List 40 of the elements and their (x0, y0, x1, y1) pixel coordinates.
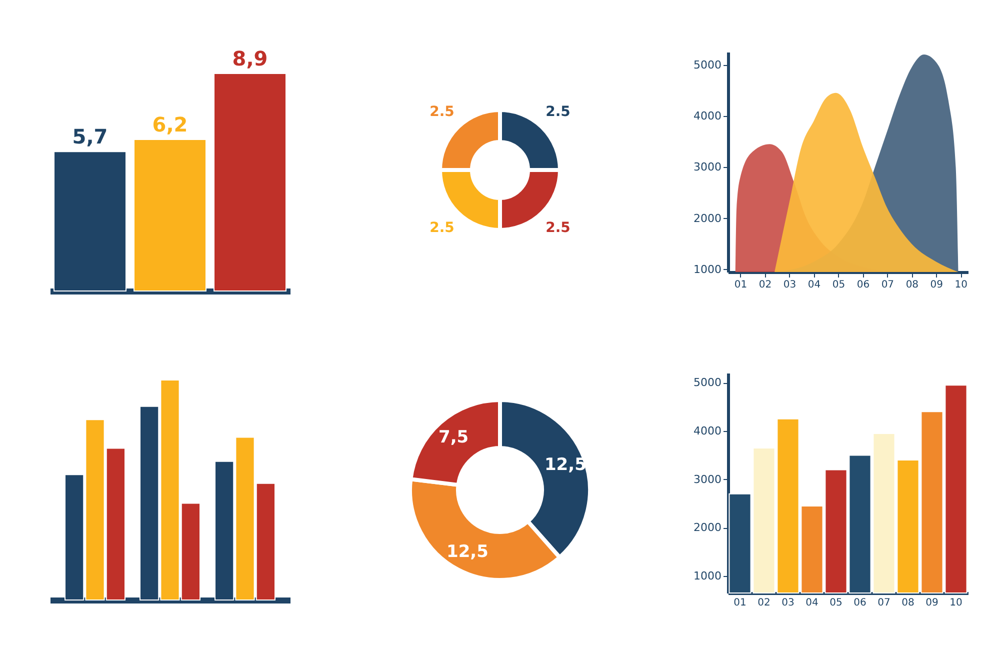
data-label: 8,9 (232, 46, 268, 70)
y-tick-label: 4000 (693, 108, 721, 122)
x-tick-label: 01 (733, 598, 746, 608)
x-tick-label: 02 (758, 279, 772, 290)
x-tick-label: 05 (832, 279, 845, 290)
data-label: 5,7 (72, 124, 108, 148)
y-tick-label: 2000 (693, 211, 721, 224)
x-tick-label: 10 (954, 279, 968, 290)
x-tick-label: 01 (734, 279, 747, 290)
x-tick-label: 04 (807, 279, 820, 290)
x-tick-label: 05 (829, 598, 842, 608)
x-tick-label: 10 (949, 598, 962, 608)
y-tick-label: 1000 (693, 262, 721, 276)
data-label: 12,5 (446, 542, 488, 562)
y-tick-label: 3000 (693, 160, 721, 174)
data-label: 2.5 (430, 104, 454, 120)
x-tick-label: 02 (757, 598, 770, 608)
y-tick-label: 5000 (693, 58, 721, 71)
x-tick-label: 06 (856, 279, 870, 290)
x-tick-label: 08 (905, 279, 918, 290)
x-tick-label: 03 (781, 598, 794, 608)
x-tick-label: 09 (930, 279, 943, 290)
x-tick-label: 07 (877, 598, 890, 608)
data-label: 12,5 (544, 455, 586, 476)
y-tick-label: 4000 (693, 424, 721, 438)
data-label: 6,2 (152, 112, 188, 136)
data-label: 2.5 (546, 220, 570, 236)
y-tick-label: 5000 (693, 376, 721, 390)
x-tick-label: 06 (853, 598, 866, 608)
x-tick-label: 09 (925, 598, 938, 608)
x-tick-label: 08 (901, 598, 914, 608)
x-tick-label: 07 (880, 279, 894, 290)
x-tick-label: 04 (805, 598, 818, 608)
y-tick-label: 2000 (693, 521, 721, 534)
x-tick-label: 03 (782, 279, 796, 290)
data-label: 2.5 (546, 104, 570, 120)
data-label: 2.5 (430, 220, 454, 236)
data-label: 7,5 (438, 428, 469, 448)
y-tick-label: 1000 (693, 570, 721, 583)
y-tick-label: 3000 (693, 472, 721, 486)
